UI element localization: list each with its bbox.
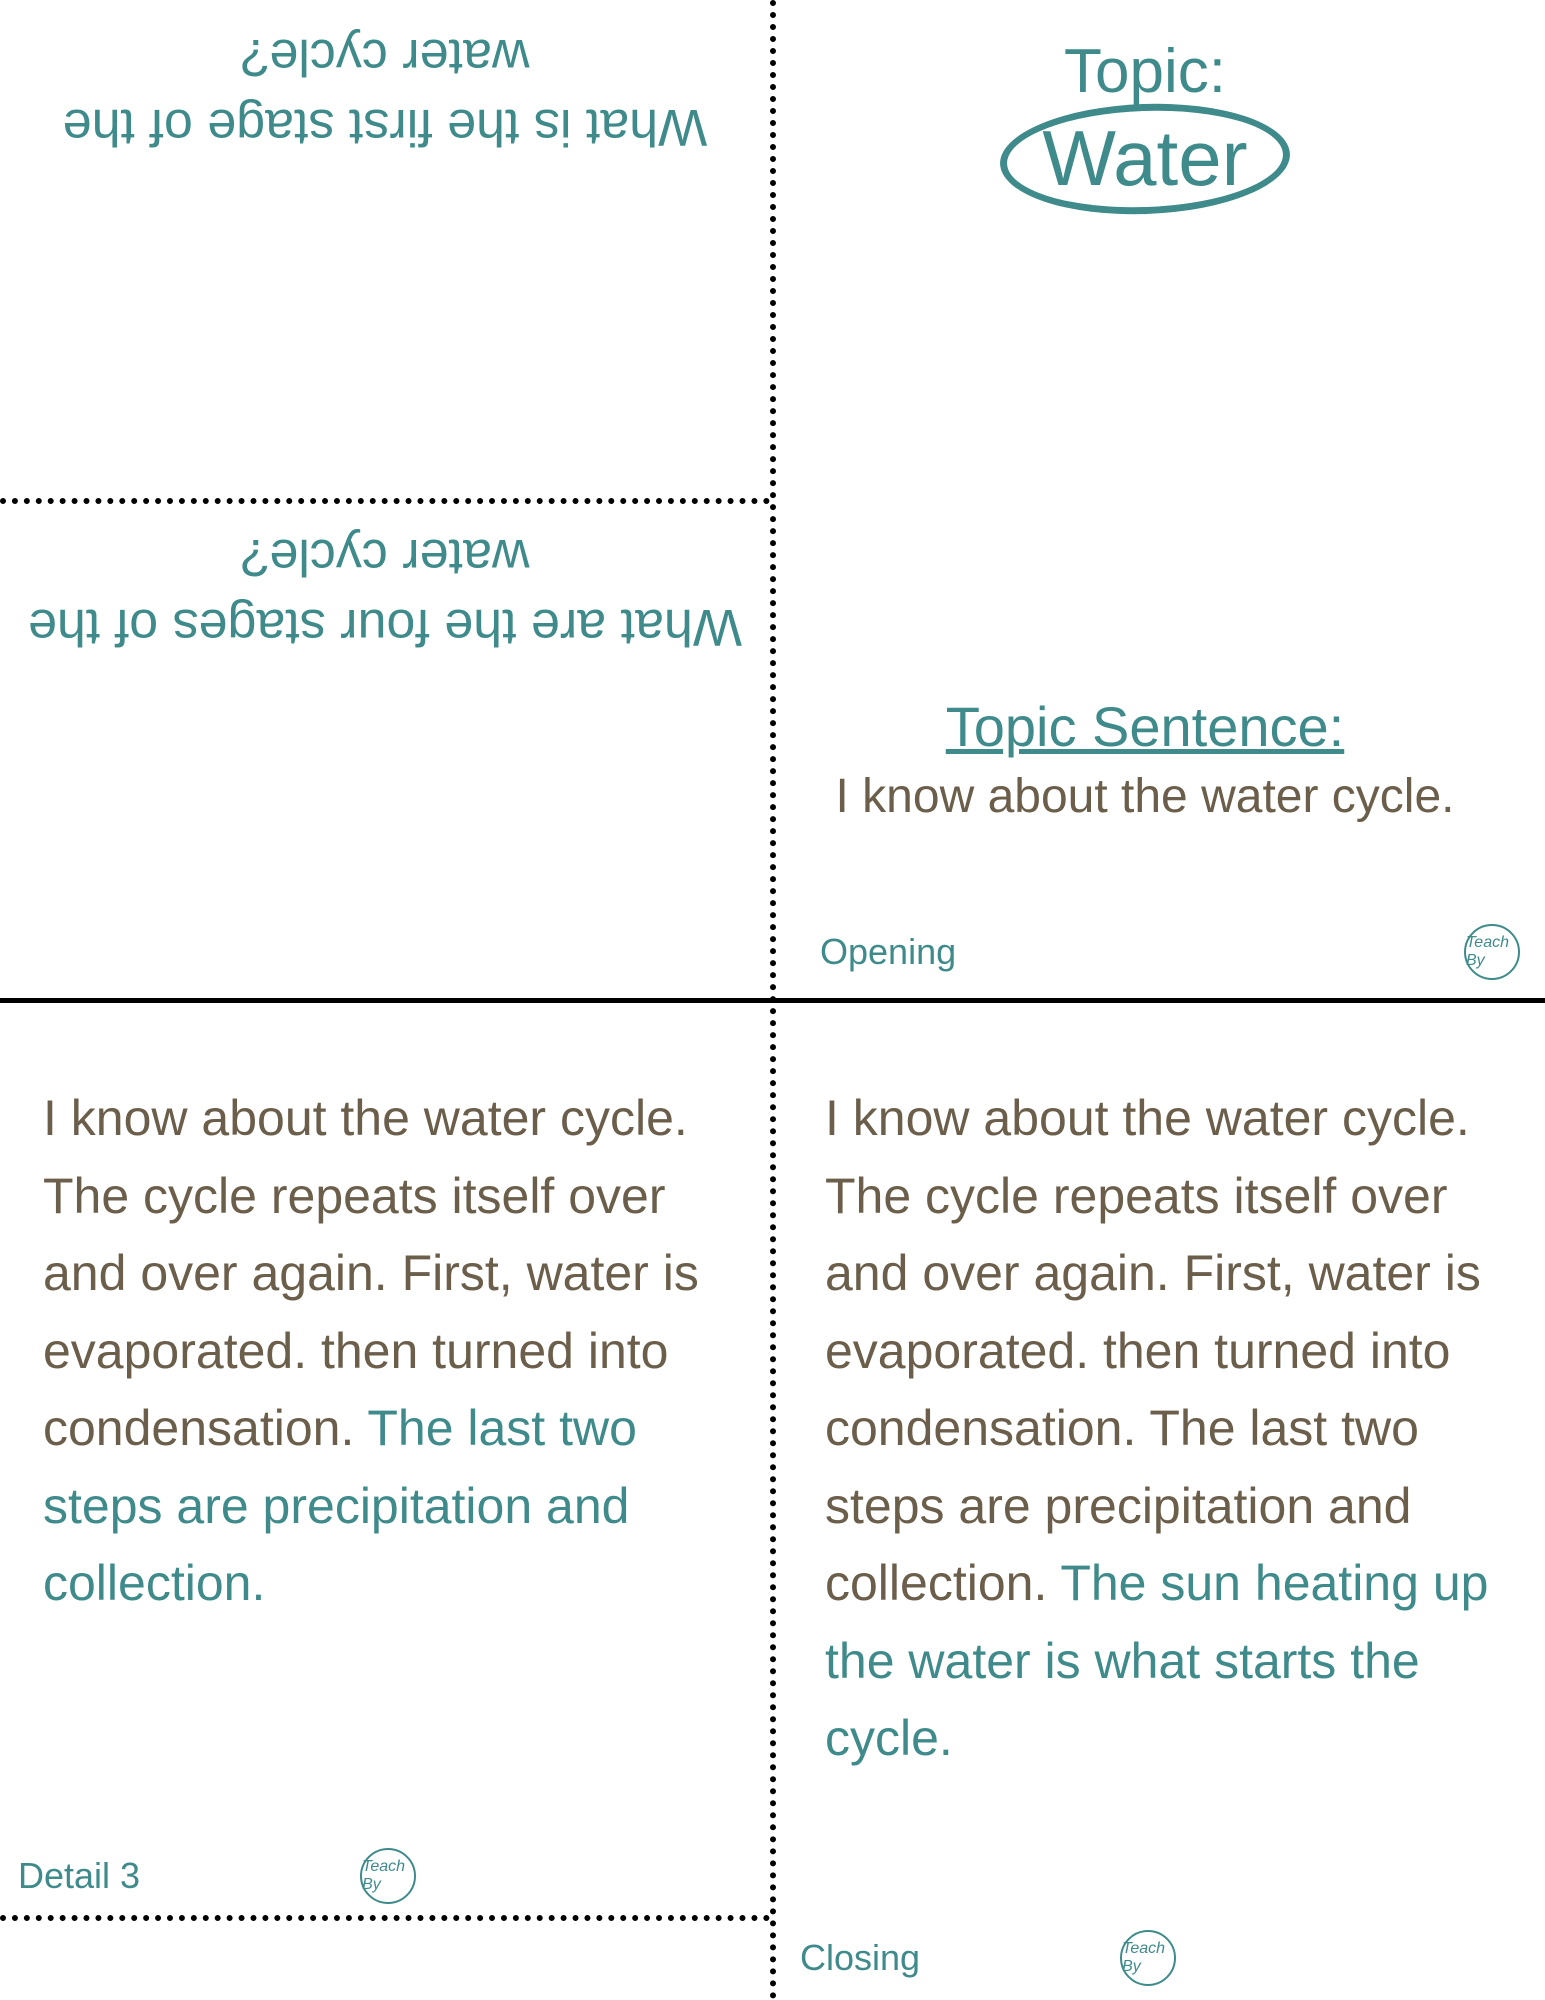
question-panel-2: What are the four stages of the water cy… xyxy=(0,500,770,998)
brand-badge-icon: Teach By xyxy=(1120,1930,1176,1986)
detail3-panel: I know about the water cycle. The cycle … xyxy=(18,1030,758,1910)
detail3-label: Detail 3 xyxy=(18,1855,140,1897)
closing-paragraph: I know about the water cycle. The cycle … xyxy=(825,1080,1515,1778)
opening-label: Opening xyxy=(820,931,956,973)
brand-badge-icon: Teach By xyxy=(1464,924,1520,980)
detail3-paragraph: I know about the water cycle. The cycle … xyxy=(43,1080,733,1623)
topic-word-wrap: Water xyxy=(790,113,1500,204)
badge-text: Teach By xyxy=(1466,934,1518,970)
question-panel-1: What is the first stage of the water cyc… xyxy=(0,0,770,498)
opening-footer: Opening Teach By xyxy=(820,924,1520,980)
question-1-text: What is the first stage of the water cyc… xyxy=(0,22,770,162)
closing-footer: Closing Teach By xyxy=(800,1930,1540,1986)
horizontal-fold-line xyxy=(0,998,1545,1003)
question-2-text: What are the four stages of the water cy… xyxy=(0,522,770,662)
closing-panel: I know about the water cycle. The cycle … xyxy=(800,1030,1540,1970)
topic-sentence-label: Topic Sentence: xyxy=(790,694,1500,759)
topic-label: Topic: xyxy=(790,36,1500,107)
badge-text: Teach By xyxy=(1122,1940,1174,1976)
badge-text: Teach By xyxy=(362,1858,414,1894)
closing-label: Closing xyxy=(800,1937,920,1979)
detail3-footer: Detail 3 Teach By xyxy=(18,1848,758,1904)
dotted-line-lower xyxy=(0,1915,770,1921)
closing-text-brown: I know about the water cycle. The cycle … xyxy=(825,1090,1481,1611)
topic-word: Water xyxy=(1042,113,1247,204)
topic-sentence-text: I know about the water cycle. xyxy=(800,769,1490,824)
brand-badge-icon: Teach By xyxy=(360,1848,416,1904)
topic-panel: Topic: Water Topic Sentence: I know abou… xyxy=(790,0,1530,998)
